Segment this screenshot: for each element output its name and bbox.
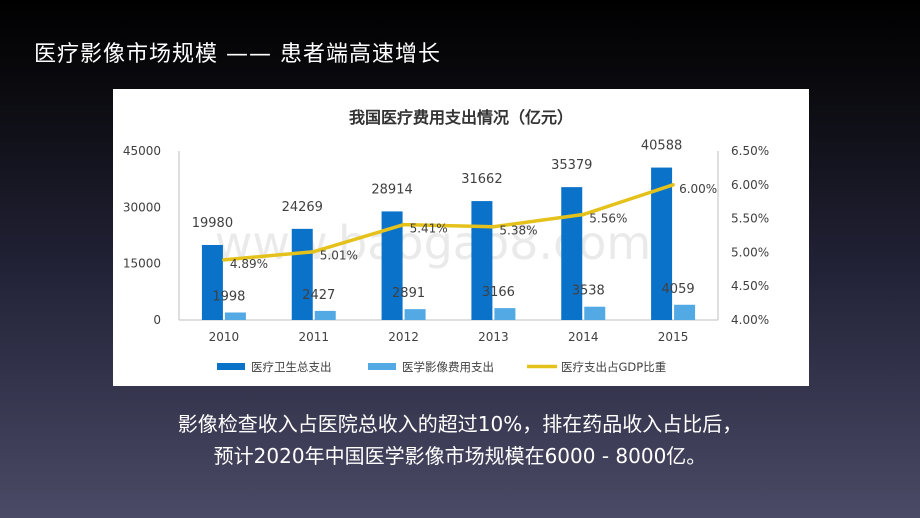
point-gdp-share (581, 212, 586, 217)
data-label-gdp-share: 5.41% (410, 222, 448, 236)
point-gdp-share (491, 224, 496, 229)
bar-total-expenditure (381, 211, 403, 320)
y-tick-label: 15000 (123, 257, 161, 271)
bar-imaging-expenditure (584, 306, 606, 320)
data-label-total: 24269 (282, 200, 323, 215)
x-tick-label: 2015 (658, 330, 689, 344)
y2-tick-label: 4.50% (731, 279, 769, 293)
bar-imaging-expenditure (494, 308, 516, 320)
legend-label: 医疗卫生总支出 (251, 360, 332, 374)
data-label-imaging: 3166 (482, 285, 515, 300)
y2-tick-label: 5.00% (731, 245, 769, 259)
line-gdp-share (223, 183, 674, 262)
data-label-gdp-share: 5.01% (320, 249, 358, 263)
bar-total-expenditure (651, 167, 673, 320)
y-tick-label: 30000 (123, 200, 161, 214)
x-tick-label: 2012 (388, 330, 419, 344)
bar-imaging-expenditure (674, 304, 696, 320)
legend-swatch (217, 363, 245, 370)
x-tick-label: 2013 (478, 330, 509, 344)
x-tick-label: 2014 (568, 330, 599, 344)
data-label-imaging: 1998 (212, 289, 245, 304)
data-label-gdp-share: 5.38% (499, 224, 537, 238)
data-label-imaging: 2891 (392, 286, 425, 301)
data-label-total: 40588 (641, 139, 682, 154)
legend-label: 医疗支出占GDP比重 (561, 360, 666, 374)
caption-line-1: 影像检查收入占医院总收入的超过10%，排在药品收入占比后， (177, 412, 743, 436)
data-label-imaging: 4059 (662, 282, 695, 297)
point-gdp-share (311, 249, 316, 254)
point-gdp-share (671, 183, 675, 187)
data-label-gdp-share: 5.56% (589, 212, 627, 226)
chart-card: 我国医疗费用支出情况（亿元） www.baogao8.com 0 15000 300… (113, 89, 809, 386)
legend-label: 医学影像费用支出 (402, 360, 494, 374)
data-label-total: 28914 (371, 182, 412, 197)
data-label-gdp-share: 6.00% (679, 182, 717, 196)
y2-tick-label: 6.00% (731, 178, 769, 192)
x-tick-label: 2010 (209, 330, 240, 344)
bar-imaging-expenditure (314, 310, 336, 320)
data-label-total: 31662 (461, 172, 502, 187)
y-tick-label: 45000 (123, 144, 161, 158)
bar-imaging-expenditure (404, 309, 426, 320)
y2-tick-label: 5.50% (731, 212, 769, 226)
bar-total-expenditure (471, 201, 493, 320)
bar-total-expenditure (291, 228, 313, 320)
bar-total-expenditure (561, 187, 583, 320)
data-label-total: 19980 (192, 216, 233, 231)
caption-line-2: 预计2020年中国医学影像市场规模在6000 - 8000亿。 (213, 444, 707, 468)
slide-title: 医疗影像市场规模 —— 患者端高速增长 (34, 42, 441, 67)
y2-tick-label: 4.00% (731, 313, 769, 327)
data-label-gdp-share: 4.89% (230, 257, 268, 271)
y-tick-label: 0 (153, 313, 161, 327)
x-tick-label: 2011 (298, 330, 329, 344)
data-label-total: 35379 (551, 158, 592, 173)
point-gdp-share (222, 258, 226, 262)
bar-total-expenditure (201, 244, 223, 320)
medical-expenditure-chart: 我国医疗费用支出情况（亿元） www.baogao8.com 015000300… (123, 108, 769, 374)
chart-title: 我国医疗费用支出情况（亿元） (349, 108, 573, 127)
y2-tick-label: 6.50% (731, 144, 769, 158)
point-gdp-share (401, 222, 406, 227)
bar-imaging-expenditure (224, 312, 246, 320)
data-label-imaging: 2427 (302, 288, 335, 303)
legend-swatch (368, 363, 396, 370)
data-label-imaging: 3538 (572, 284, 605, 299)
